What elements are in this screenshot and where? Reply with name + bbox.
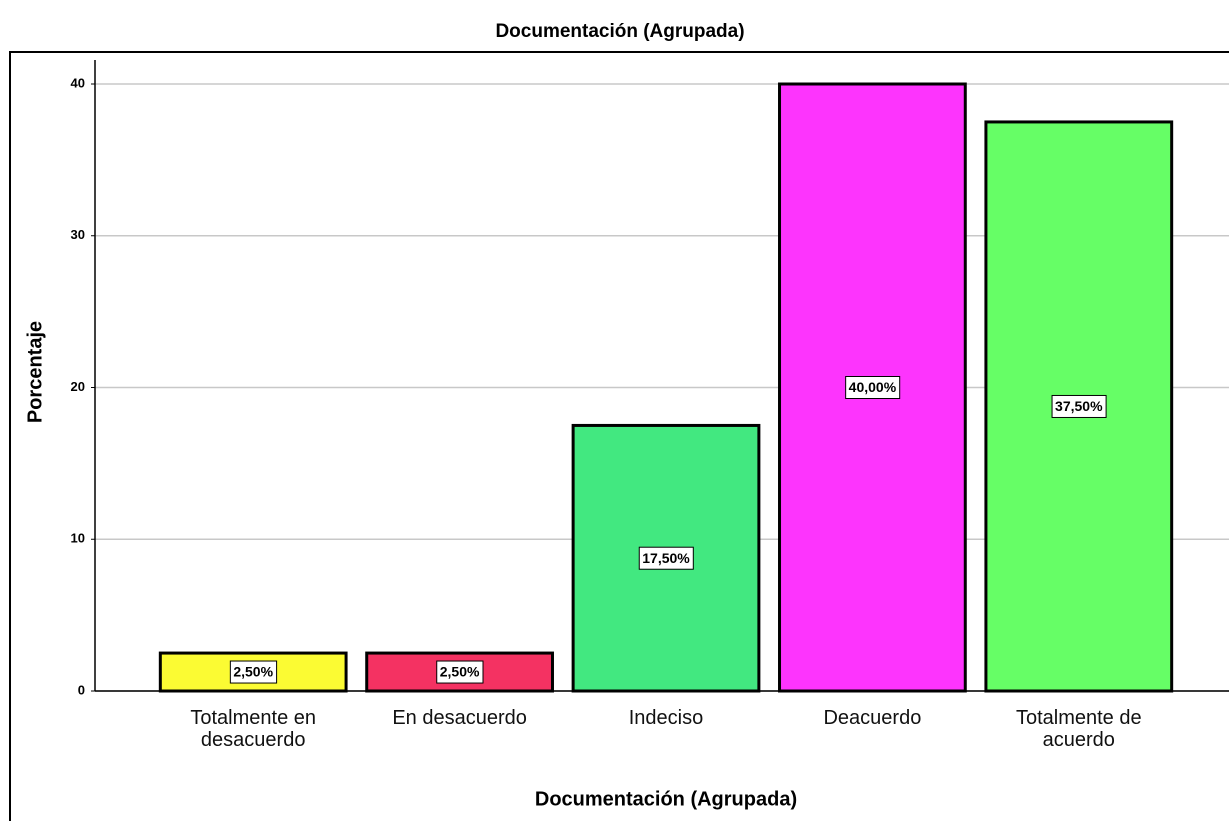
y-tick-label: 30	[71, 227, 85, 242]
x-tick-label: Deacuerdo	[823, 707, 922, 729]
value-label-box	[229, 660, 278, 684]
value-label: 2,50%	[440, 664, 480, 680]
x-tick-label: En desacuerdo	[392, 707, 527, 729]
frame	[9, 51, 1229, 821]
x-axis-label: Documentación (Agrupada)	[535, 788, 797, 810]
chart-title: Documentación (Agrupada)	[495, 21, 744, 42]
value-label: 17,50%	[642, 550, 690, 566]
value-label-box	[845, 376, 901, 399]
value-label-box	[436, 660, 484, 684]
x-tick-label: Totalmente en desacuerdo	[190, 707, 316, 751]
value-label: 37,50%	[1055, 398, 1103, 414]
y-tick-label: 10	[71, 531, 85, 546]
value-label: 2,50%	[233, 664, 273, 680]
value-label-box	[638, 546, 694, 570]
y-tick-label: 40	[71, 75, 85, 90]
x-tick-label: Totalmente de acuerdo	[1015, 707, 1142, 751]
y-tick-label: 0	[78, 682, 85, 697]
y-axis-label: Porcentaje	[24, 321, 46, 423]
y-tick-label: 20	[71, 379, 85, 394]
x-tick-label: Indeciso	[628, 707, 704, 729]
value-label: 40,00%	[849, 379, 897, 395]
bar	[158, 651, 348, 693]
value-label-box	[1051, 394, 1107, 418]
